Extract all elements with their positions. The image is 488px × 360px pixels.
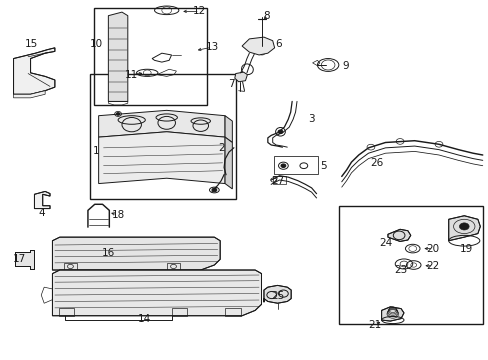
Text: 15: 15: [25, 39, 38, 49]
Text: 16: 16: [102, 248, 115, 258]
Bar: [94, 8, 206, 105]
Circle shape: [211, 188, 216, 192]
Text: 5: 5: [319, 161, 326, 171]
Bar: [224, 308, 240, 316]
Polygon shape: [52, 237, 220, 270]
Bar: [63, 263, 77, 270]
Polygon shape: [99, 111, 224, 137]
Text: 21: 21: [367, 320, 381, 330]
Text: 10: 10: [89, 39, 102, 49]
Polygon shape: [52, 270, 261, 316]
Text: 12: 12: [193, 6, 206, 17]
Text: 23: 23: [394, 265, 407, 275]
Bar: [59, 308, 74, 316]
Text: 7: 7: [228, 78, 235, 89]
Text: 18: 18: [111, 210, 124, 220]
Bar: [273, 156, 318, 174]
Text: 17: 17: [13, 254, 26, 264]
Bar: [90, 73, 236, 199]
Polygon shape: [224, 137, 232, 189]
Text: 9: 9: [342, 61, 348, 71]
Polygon shape: [14, 91, 45, 98]
Polygon shape: [34, 192, 50, 208]
Polygon shape: [264, 285, 290, 303]
Text: 20: 20: [426, 244, 439, 253]
Text: 2: 2: [217, 143, 224, 153]
Text: 1: 1: [93, 146, 100, 156]
Text: 13: 13: [205, 42, 219, 52]
Text: 27: 27: [270, 176, 284, 186]
Text: 19: 19: [459, 244, 472, 253]
Text: 14: 14: [138, 314, 151, 324]
Text: 22: 22: [426, 261, 439, 271]
Polygon shape: [387, 229, 410, 242]
Circle shape: [281, 164, 285, 167]
Bar: [166, 263, 180, 270]
Bar: [338, 206, 482, 324]
Polygon shape: [14, 48, 55, 94]
Text: 24: 24: [378, 238, 391, 248]
Polygon shape: [15, 249, 34, 269]
Bar: [272, 176, 286, 184]
Text: 26: 26: [369, 158, 383, 168]
Polygon shape: [108, 12, 127, 102]
Circle shape: [458, 223, 468, 230]
Polygon shape: [99, 132, 224, 184]
Polygon shape: [224, 116, 232, 143]
Text: 25: 25: [270, 291, 284, 301]
Circle shape: [116, 112, 120, 115]
Polygon shape: [242, 37, 274, 55]
Polygon shape: [448, 216, 479, 241]
Text: 6: 6: [275, 39, 281, 49]
Polygon shape: [381, 307, 403, 321]
Circle shape: [260, 52, 263, 54]
Text: 4: 4: [38, 208, 44, 218]
Text: 3: 3: [307, 113, 314, 123]
Text: 11: 11: [125, 69, 138, 80]
Bar: [171, 308, 187, 316]
Circle shape: [278, 130, 283, 134]
Text: 8: 8: [263, 11, 269, 21]
Polygon shape: [234, 72, 247, 82]
